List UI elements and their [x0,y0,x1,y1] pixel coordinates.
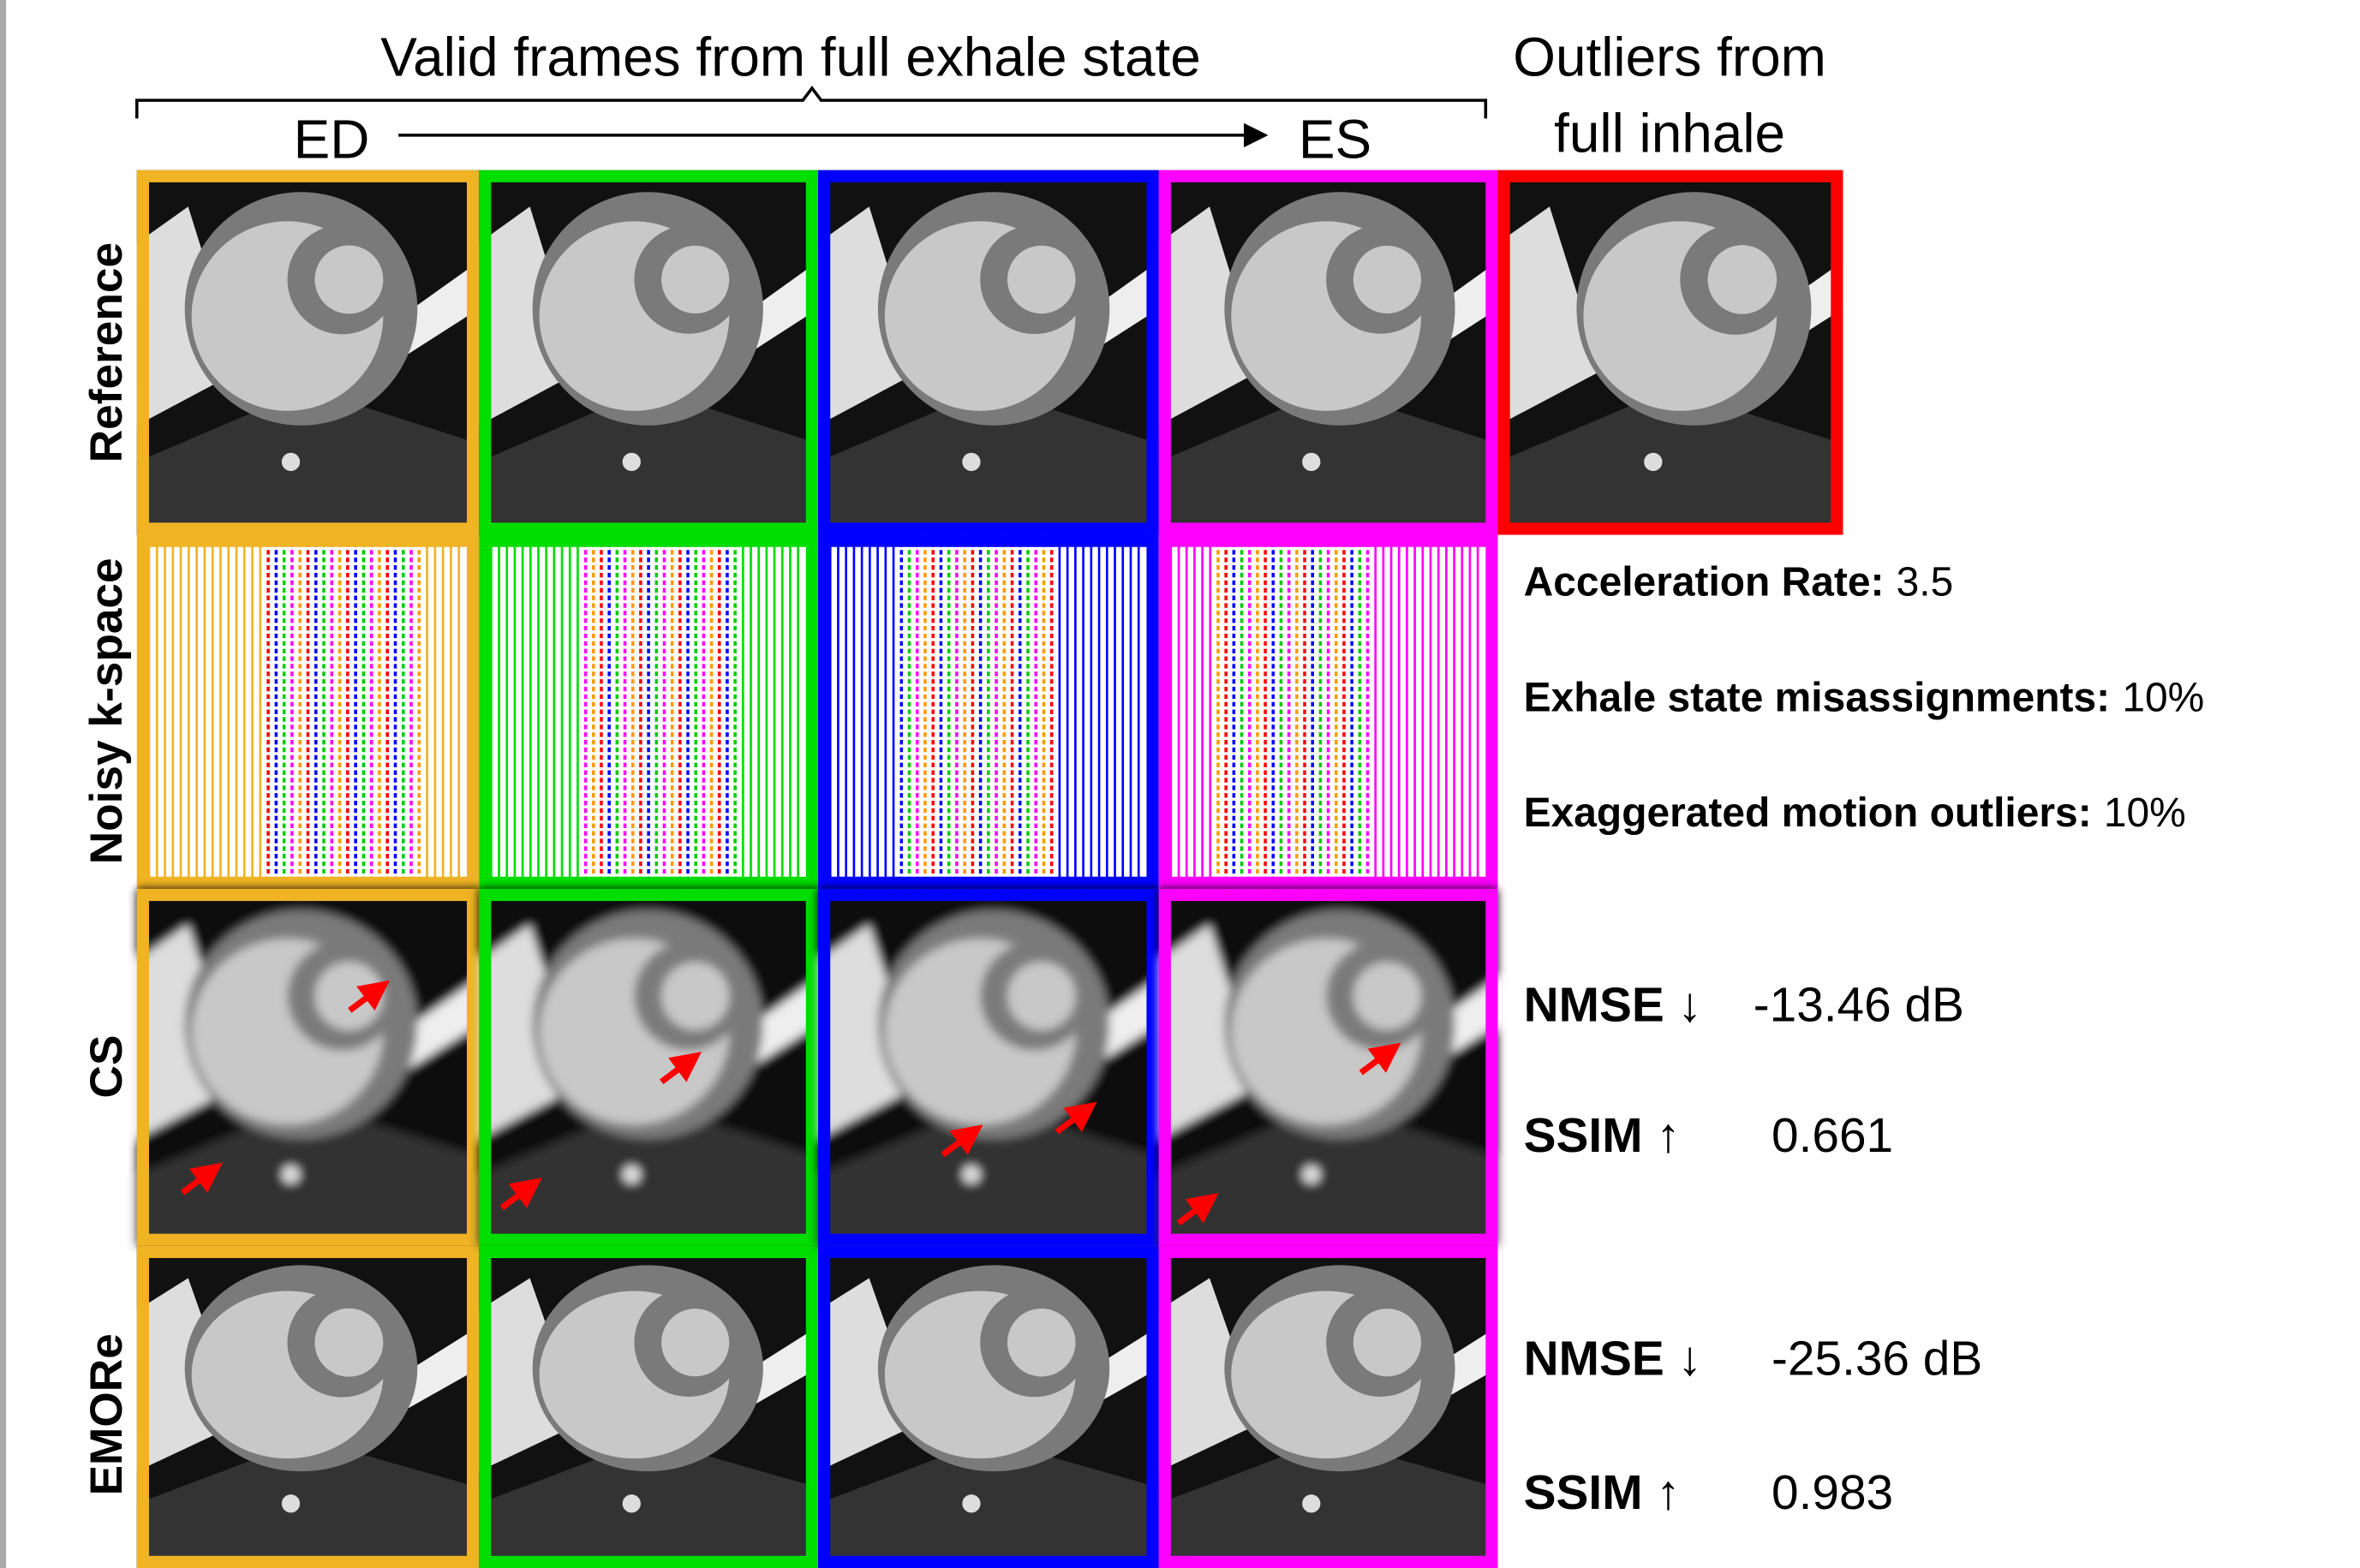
metric-label: NMSE ↓ [1524,978,1702,1032]
dot [282,1166,300,1183]
metric-label: SSIM ↑ [1524,1109,1681,1163]
dot [623,1166,641,1183]
left-edge [0,0,6,1568]
metric-label: Exaggerated motion outliers: [1524,790,2092,836]
ventricle [1007,246,1076,313]
mri-image [137,170,479,535]
dot [1644,453,1662,471]
end-label: ES [1299,109,1371,170]
mri-image [1159,170,1498,535]
mri-image [137,1246,479,1568]
page: Valid frames from full exhale state ED E… [0,0,2360,1568]
dot [623,453,641,471]
metric-value: 3.5 [1897,560,1954,605]
mri-image [818,170,1159,535]
dot [1302,1494,1320,1512]
metric-value: 10% [2104,790,2186,836]
mri-image [818,889,1159,1246]
metric-label: SSIM ↑ [1524,1466,1681,1520]
metric-label: Exhale state misassignments: [1524,675,2110,720]
ventricle [1007,1309,1076,1376]
metric-label: NMSE ↓ [1524,1333,1702,1386]
metric-value: -13.46 dB [1754,978,1964,1032]
dot [282,1494,300,1512]
dot [962,453,980,471]
mri-image [479,170,818,535]
row-label: EMORe [81,1333,132,1495]
start-label: ED [294,109,370,170]
mri-image [1498,170,1843,535]
metric-value: 0.983 [1771,1466,1893,1520]
mri-image [818,1246,1159,1568]
ventricle [1353,246,1421,313]
ventricle [1353,1309,1421,1376]
metric-value: -25.36 dB [1771,1333,1982,1386]
metric-value: 0.661 [1771,1109,1893,1163]
metric-value: 10% [2122,675,2204,720]
dot [623,1494,641,1512]
mri-image [479,889,818,1246]
row-label: Noisy k-space [81,557,132,864]
ventricle [661,246,729,313]
group-label: Valid frames from full exhale state [380,27,1201,88]
dot [1302,453,1320,471]
mri-image [479,1246,818,1568]
row-label: Reference [81,242,132,462]
figure: Valid frames from full exhale state ED E… [0,0,2360,1568]
dot [282,453,300,471]
row-label: CS [81,1035,132,1099]
dot [962,1494,980,1512]
mri-image [1159,1246,1498,1568]
outlier-label: Outliers from [1513,27,1826,88]
ventricle [661,1309,729,1376]
ventricle [1353,962,1421,1029]
ventricle [314,1309,383,1377]
mri-image [137,889,479,1246]
ventricle [314,246,383,314]
mri-image [1159,889,1498,1246]
ventricle [1007,962,1076,1029]
outlier-label: full inhale [1554,102,1785,164]
ventricle [1708,245,1777,314]
ventricle [661,962,729,1029]
dot [962,1166,980,1183]
metric-label: Acceleration Rate: [1524,560,1885,605]
dot [1302,1166,1320,1183]
